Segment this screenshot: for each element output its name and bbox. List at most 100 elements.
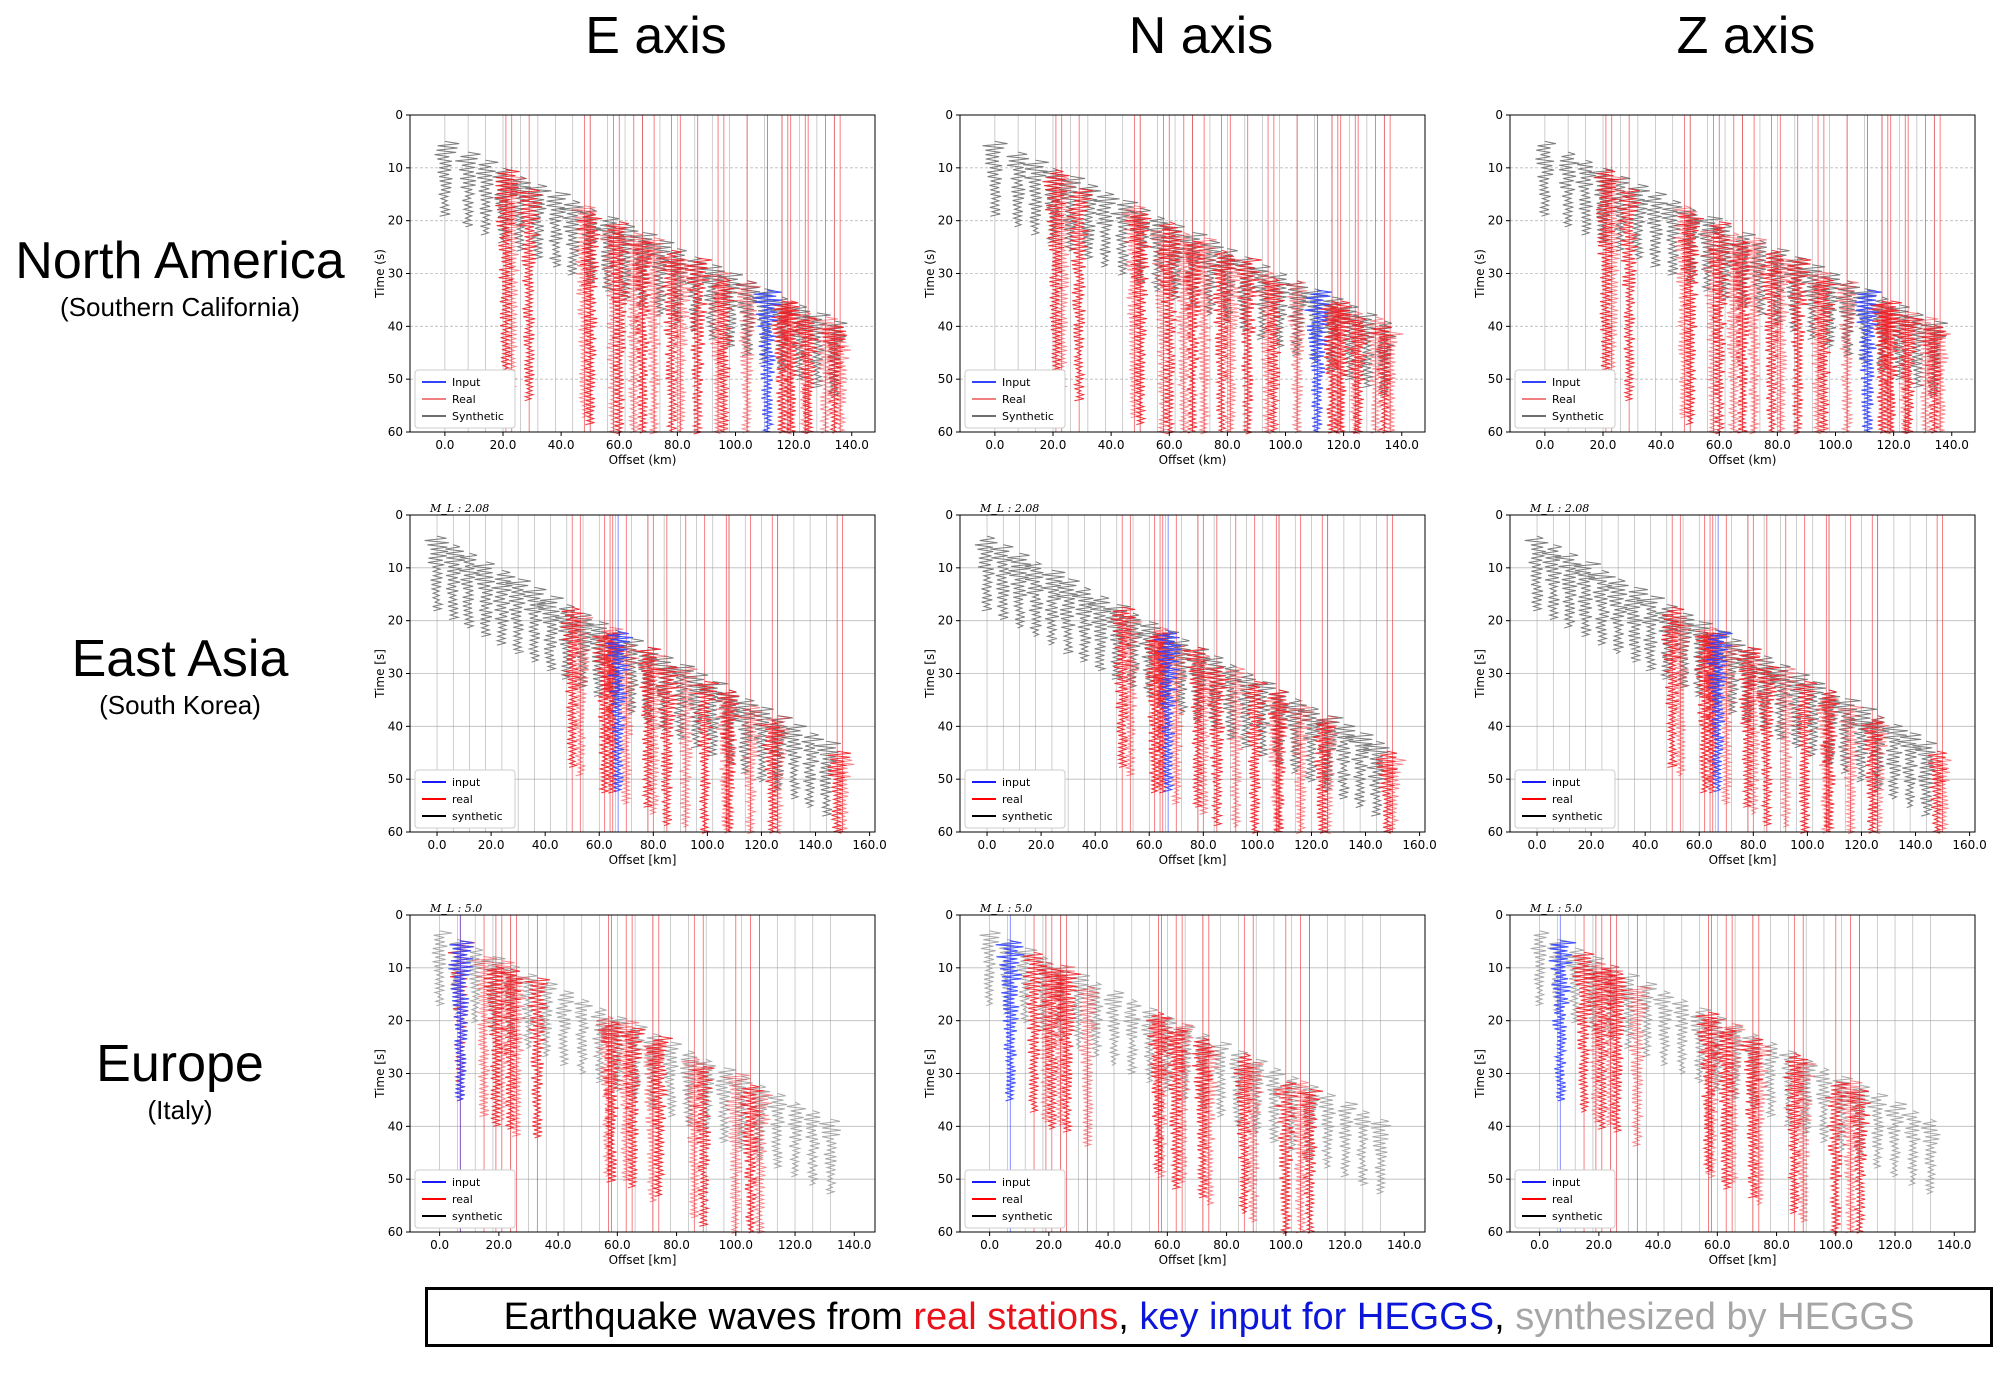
- real-waveform: [655, 665, 679, 827]
- real-waveform: [1793, 680, 1818, 834]
- real-waveform: [1170, 232, 1196, 434]
- synthetic-waveform: [1022, 159, 1049, 236]
- input-waveform: [1854, 289, 1882, 433]
- column-header-z: Z axis: [1676, 7, 1816, 65]
- synthetic-waveform: [458, 552, 480, 629]
- y-tick-label: 50: [938, 772, 953, 786]
- x-tick-label: 60.0: [606, 438, 633, 452]
- synthetic-waveform: [1637, 981, 1658, 1058]
- y-tick-label: 50: [1488, 772, 1503, 786]
- synthetic-waveform: [505, 578, 531, 655]
- y-tick-label: 30: [938, 667, 953, 681]
- synthetic-waveform: [465, 947, 485, 1024]
- x-tick-label: 100.0: [1240, 838, 1274, 852]
- legend-label: real: [1552, 793, 1573, 806]
- real-waveform: [1375, 750, 1398, 834]
- real-waveform: [1191, 237, 1217, 435]
- x-axis-label: Offset [km]: [1709, 1253, 1777, 1267]
- x-tick-label: 40.0: [548, 438, 575, 452]
- real-waveform: [604, 221, 630, 435]
- y-tick-label: 30: [388, 267, 403, 281]
- x-axis-label: Offset [km]: [1159, 853, 1227, 867]
- x-tick-label: 140.0: [1387, 1238, 1421, 1252]
- y-tick-label: 40: [1488, 1119, 1503, 1133]
- chart-panel-eu-e: 0 10 20 30 40 50 60 0.0 20.0 40.0 60.0 80.0 100.0 120…: [370, 900, 890, 1270]
- caption-key-input: key input for HEGGS: [1139, 1296, 1495, 1338]
- synthetic-waveform: [1123, 998, 1142, 1075]
- synthetic-waveform: [1636, 595, 1665, 672]
- x-tick-label: 0.0: [980, 1238, 999, 1252]
- row-region: Europe: [96, 1035, 264, 1093]
- real-waveform: [1052, 971, 1081, 1133]
- legend-label: real: [1002, 1193, 1023, 1206]
- synthetic-waveform: [1215, 248, 1239, 324]
- y-tick-label: 10: [938, 961, 953, 975]
- real-waveform: [503, 975, 531, 1137]
- real-waveform: [1719, 1023, 1746, 1185]
- synthetic-waveform: [434, 140, 460, 217]
- legend: Input Real Synthetic: [964, 369, 1066, 429]
- seismic-plot: 0 10 20 30 40 50 60 0.0 20.0 40.0 60.0 80.0 100.0 120…: [373, 502, 887, 867]
- seismic-plot: 0 10 20 30 40 50 60 0.0 20.0 40.0 60.0 80.0 100.0 120…: [1473, 502, 1987, 867]
- magnitude-annotation: M_L : 5.0: [429, 902, 482, 915]
- legend-label: synthetic: [1552, 1210, 1603, 1223]
- x-tick-label: 20.0: [490, 438, 517, 452]
- real-waveform: [1756, 665, 1781, 827]
- x-tick-label: 40.0: [1095, 1238, 1122, 1252]
- real-waveform: [1927, 331, 1951, 433]
- x-tick-label: 160.0: [852, 838, 886, 852]
- real-waveform: [471, 956, 497, 1117]
- legend: input real synthetic: [1514, 1169, 1616, 1229]
- synthetic-waveform: [827, 320, 848, 397]
- x-tick-label: 100.0: [1818, 438, 1852, 452]
- real-waveform: [672, 666, 698, 828]
- y-tick-label: 0: [395, 508, 403, 522]
- synthetic-waveform: [1370, 1118, 1392, 1195]
- real-waveform: [1876, 300, 1903, 434]
- y-tick-label: 0: [395, 108, 403, 122]
- synthetic-waveform: [1849, 706, 1878, 783]
- real-waveform: [620, 1027, 646, 1189]
- magnitude-annotation: M_L : 2.08: [1529, 502, 1589, 515]
- legend-label: real: [452, 793, 473, 806]
- synthetic-waveform: [1573, 561, 1602, 638]
- x-tick-label: 20.0: [1585, 1238, 1612, 1252]
- real-waveform: [1151, 632, 1175, 794]
- x-tick-label: 160.0: [1402, 838, 1436, 852]
- synthetic-waveform: [1897, 732, 1922, 809]
- magnitude-annotation: M_L : 5.0: [1529, 902, 1582, 915]
- input-waveform: [995, 940, 1025, 1102]
- synthetic-waveform: [1199, 240, 1224, 316]
- real-waveform: [1767, 257, 1794, 433]
- synthetic-waveform: [680, 1050, 700, 1126]
- y-tick-label: 60: [938, 1225, 953, 1239]
- x-axis-label: Offset [km]: [1159, 1253, 1227, 1267]
- real-waveform: [577, 212, 603, 426]
- real-waveform: [1312, 720, 1336, 834]
- x-axis-label: Offset [km]: [609, 1253, 677, 1267]
- x-tick-label: 80.0: [1740, 838, 1767, 852]
- y-tick-label: 50: [1488, 372, 1503, 386]
- synthetic-waveform: [554, 604, 578, 680]
- synthetic-waveform: [472, 561, 495, 638]
- magnitude-annotation: M_L : 5.0: [979, 902, 1032, 915]
- x-tick-label: 60.0: [1156, 438, 1183, 452]
- y-tick-label: 0: [945, 508, 953, 522]
- real-waveform: [832, 757, 855, 833]
- row-region: North America: [15, 232, 345, 290]
- real-waveform: [1182, 240, 1206, 434]
- y-tick-label: 50: [938, 1172, 953, 1186]
- x-tick-label: 100.0: [1268, 438, 1302, 452]
- y-tick-label: 0: [945, 908, 953, 922]
- caption-separator: ,: [1494, 1296, 1516, 1338]
- legend-label: input: [1552, 1176, 1581, 1189]
- synthetic-waveform: [1093, 191, 1120, 268]
- x-tick-label: 20.0: [1035, 1238, 1062, 1252]
- y-tick-label: 40: [388, 1119, 403, 1133]
- synthetic-waveform: [813, 740, 841, 817]
- synthetic-waveform: [1564, 947, 1587, 1024]
- legend: input real synthetic: [414, 769, 516, 829]
- synthetic-waveform: [1072, 586, 1096, 663]
- synthetic-waveform: [1832, 698, 1861, 774]
- synthetic-waveform: [1337, 1101, 1358, 1178]
